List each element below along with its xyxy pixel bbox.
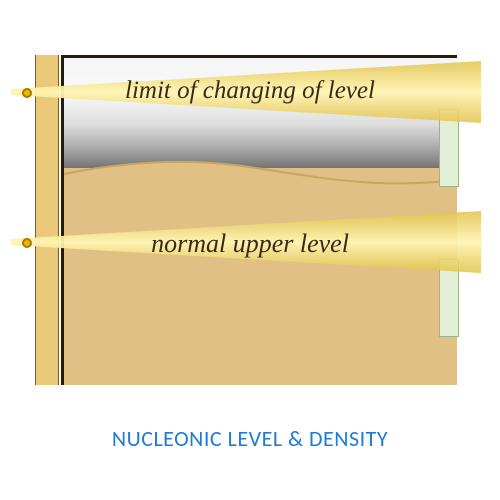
material-fill (64, 168, 457, 385)
source-upper (22, 88, 32, 98)
beam-lower-label: normal upper level (35, 229, 465, 259)
diagram-caption: NUCLEONIC LEVEL & DENSITY (0, 425, 500, 452)
level-diagram: limit of changing of level normal upper … (35, 55, 465, 385)
source-lower (22, 238, 32, 248)
material-surface (64, 156, 457, 196)
beam-upper-label: limit of changing of level (35, 77, 465, 105)
